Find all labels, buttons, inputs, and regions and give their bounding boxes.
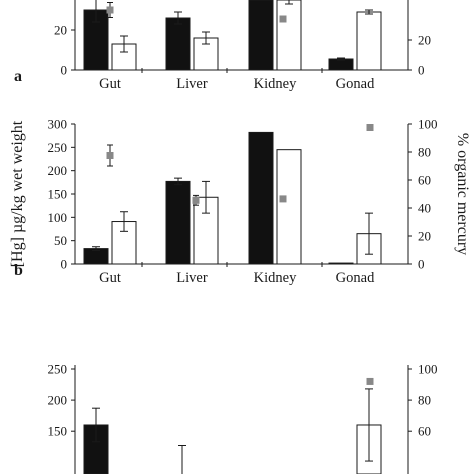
p2-point-liver [192, 196, 200, 204]
p1-category-label-kidney: Kidney [254, 76, 297, 92]
p2-category-label-kidney: Kidney [254, 270, 297, 286]
p2-point-gut [106, 152, 114, 159]
p3-point-gonad [366, 377, 374, 385]
p2-y2-axis-title: % organic mercury [454, 133, 471, 255]
p1-category-label-liver: Liver [176, 76, 208, 92]
p2-ytick-label-4: 200 [48, 163, 68, 178]
p2-ytick-label-1: 50 [54, 233, 67, 248]
p2-ytick-label-2: 100 [48, 210, 68, 225]
p1-ytick-label-1: 20 [54, 23, 67, 38]
p1-point-kidney [279, 15, 287, 23]
p2-bar-dark-kidney [248, 131, 274, 265]
p1-category-label-gonad: Gonad [336, 76, 375, 92]
p2-y2tick-label-0: 0 [418, 257, 425, 272]
p1-bar-dark-liver [165, 17, 191, 71]
p2-panel-letter: b [14, 262, 23, 279]
p3-ytick-label-0: 150 [48, 424, 68, 439]
p2-ytick-label-5: 250 [48, 140, 68, 155]
p1-y2tick-label-1: 20 [418, 33, 431, 48]
p3-y2tick-label-1: 80 [418, 393, 431, 408]
p2-y2tick-label-4: 80 [418, 145, 431, 160]
p1-bar-dark-kidney [248, 0, 274, 71]
p2-bar-dark-gonad [328, 262, 354, 265]
p1-bar-light-kidney [276, 0, 302, 71]
p2-category-label-liver: Liver [176, 270, 208, 286]
p1-bar-light-gonad [356, 11, 382, 71]
p2-y2tick-label-2: 40 [418, 201, 431, 216]
p1-y2tick-label-0: 0 [418, 63, 425, 78]
p2-ytick-label-0: 0 [61, 257, 68, 272]
p2-ytick-label-3: 150 [48, 187, 68, 202]
p2-bar-dark-liver [165, 180, 191, 265]
p1-panel-letter: a [14, 68, 22, 85]
p3-y2tick-label-0: 60 [418, 424, 431, 439]
p2-y2tick-label-1: 20 [418, 229, 431, 244]
p2-category-label-gonad: Gonad [336, 270, 375, 286]
p3-ytick-label-2: 250 [48, 362, 68, 377]
p2-category-label-gut: Gut [99, 270, 121, 286]
p2-ytick-label-6: 300 [48, 117, 68, 132]
p2-y2tick-label-3: 60 [418, 173, 431, 188]
p2-y2tick-label-5: 100 [418, 117, 438, 132]
p3-ytick-label-1: 200 [48, 393, 68, 408]
p1-bar-dark-gonad [328, 58, 354, 71]
p1-category-label-gut: Gut [99, 76, 121, 92]
p2-point-kidney [279, 195, 287, 203]
p2-point-gonad [366, 124, 374, 131]
p3-y2tick-label-2: 100 [418, 362, 438, 377]
p2-y-axis-title: [Hg] µg/kg wet weight [9, 120, 26, 267]
p1-point-gut [106, 6, 114, 14]
p1-ytick-label-0: 0 [61, 63, 68, 78]
p2-bar-light-kidney [276, 149, 302, 265]
